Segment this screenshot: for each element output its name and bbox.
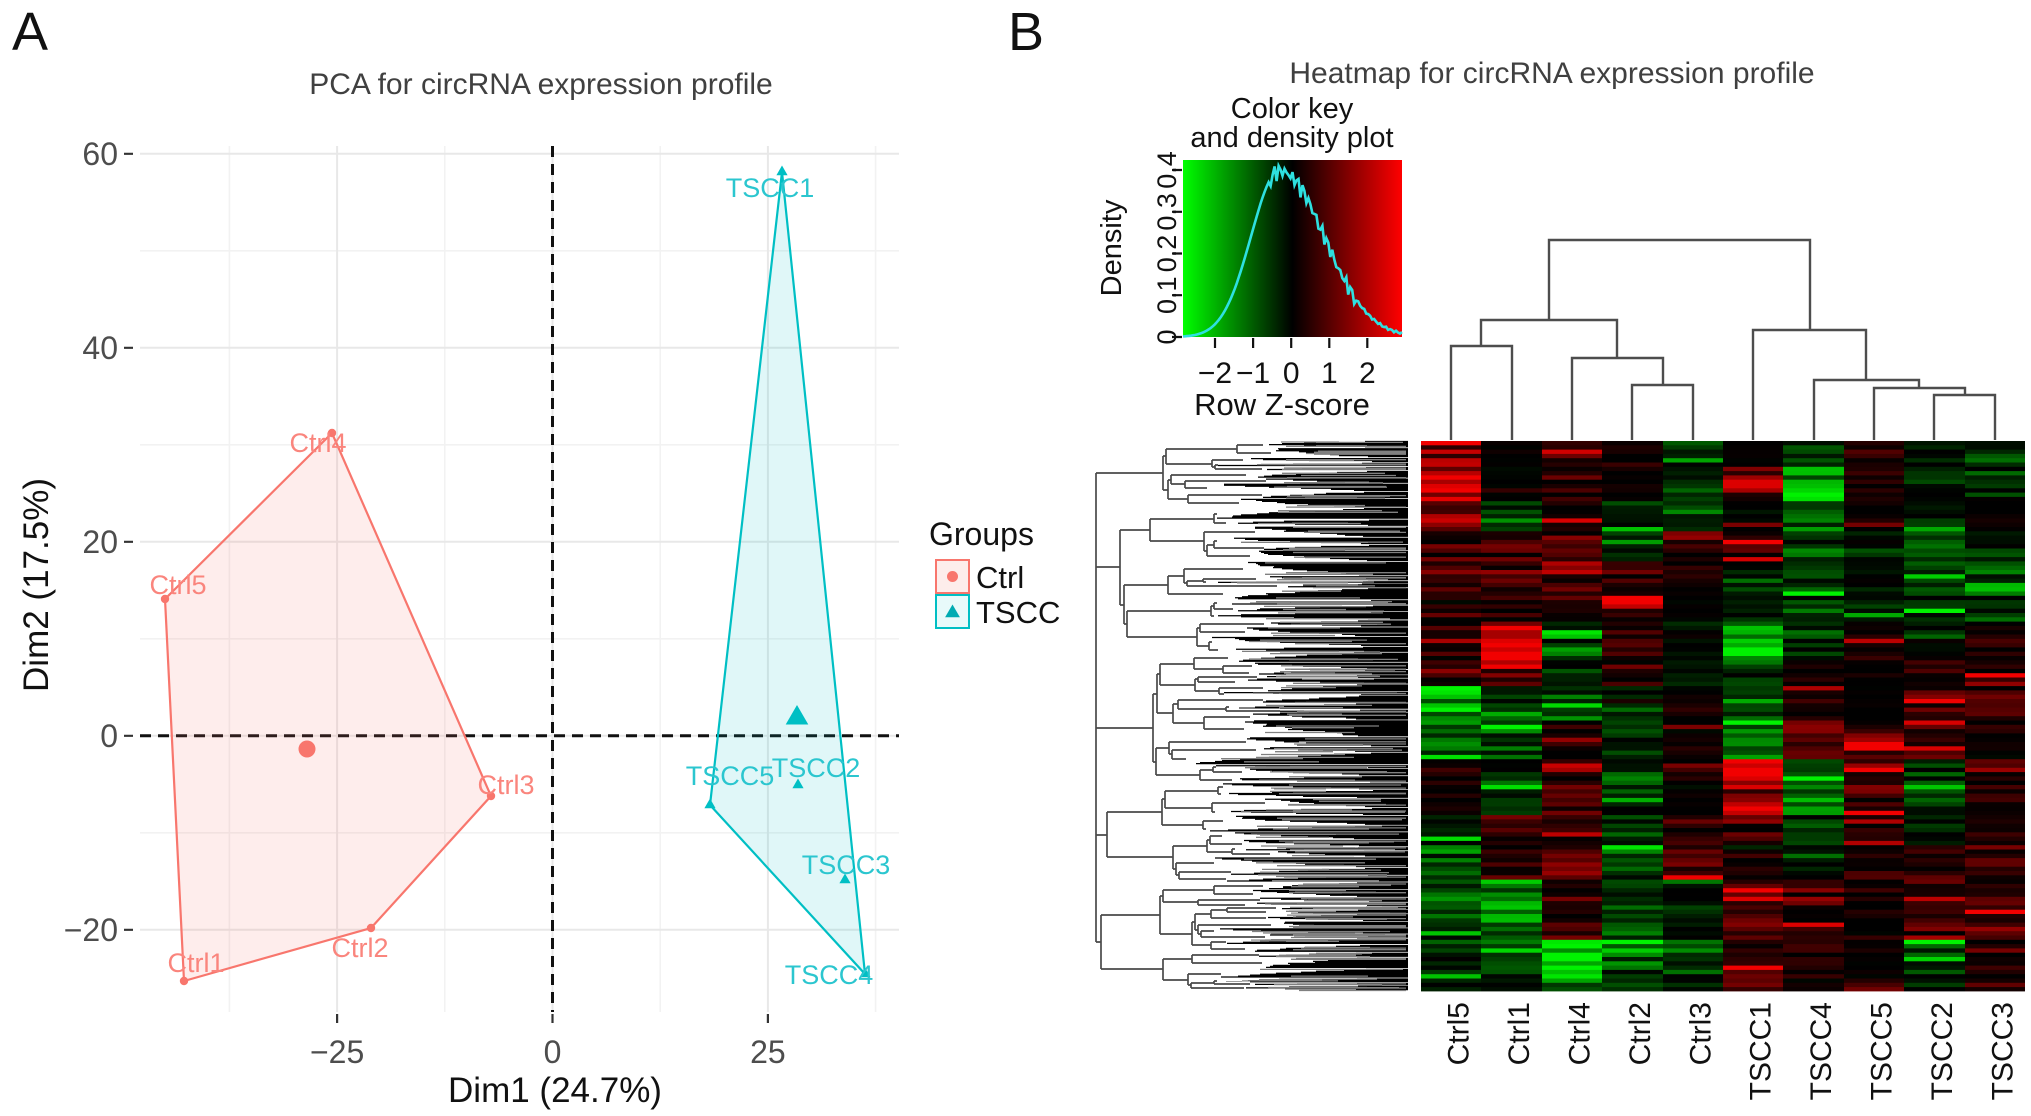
svg-text:1: 1 [1321, 357, 1338, 390]
svg-text:Row Z-score: Row Z-score [1194, 387, 1370, 422]
svg-text:Ctrl2: Ctrl2 [1624, 1002, 1657, 1065]
svg-text:Ctrl3: Ctrl3 [1684, 1002, 1717, 1065]
svg-text:−20: −20 [64, 912, 118, 948]
svg-text:0: 0 [544, 1034, 562, 1070]
svg-text:2: 2 [1359, 357, 1376, 390]
svg-text:Ctrl1: Ctrl1 [167, 948, 224, 978]
svg-text:60: 60 [82, 136, 118, 172]
svg-text:0.3: 0.3 [1152, 193, 1182, 231]
svg-text:Ctrl4: Ctrl4 [1564, 1002, 1597, 1065]
svg-text:Density: Density [1096, 199, 1128, 296]
svg-text:Ctrl5: Ctrl5 [1443, 1002, 1476, 1065]
svg-text:−2: −2 [1198, 357, 1232, 390]
svg-text:Dim2 (17.5%): Dim2 (17.5%) [17, 478, 56, 692]
svg-text:0: 0 [100, 718, 118, 754]
svg-text:0.4: 0.4 [1152, 151, 1182, 189]
svg-text:TSCC1: TSCC1 [1745, 1002, 1778, 1100]
svg-text:0: 0 [1283, 357, 1300, 390]
svg-text:Color key: Color key [1231, 93, 1354, 125]
svg-text:Ctrl2: Ctrl2 [331, 933, 388, 963]
svg-text:A: A [12, 2, 48, 62]
svg-text:and density plot: and density plot [1190, 122, 1393, 154]
svg-text:B: B [1008, 2, 1044, 62]
svg-text:Dim1 (24.7%): Dim1 (24.7%) [448, 1071, 662, 1110]
svg-text:TSCC2: TSCC2 [1926, 1002, 1959, 1100]
svg-text:0.2: 0.2 [1152, 235, 1182, 273]
svg-text:−25: −25 [310, 1034, 364, 1070]
svg-text:Ctrl5: Ctrl5 [149, 570, 206, 600]
svg-text:25: 25 [750, 1034, 786, 1070]
svg-text:Ctrl1: Ctrl1 [1503, 1002, 1536, 1065]
svg-text:Ctrl4: Ctrl4 [289, 428, 346, 458]
svg-text:Heatmap for circRNA expression: Heatmap for circRNA expression profile [1289, 57, 1814, 90]
svg-text:TSCC3: TSCC3 [1986, 1002, 2019, 1100]
svg-text:TSCC5: TSCC5 [686, 761, 775, 791]
svg-text:TSCC: TSCC [976, 595, 1060, 630]
svg-text:TSCC4: TSCC4 [785, 960, 874, 990]
svg-text:40: 40 [82, 330, 118, 366]
svg-text:TSCC2: TSCC2 [772, 753, 861, 783]
svg-text:TSCC5: TSCC5 [1866, 1002, 1899, 1100]
svg-text:Groups: Groups [929, 516, 1034, 552]
svg-text:Ctrl3: Ctrl3 [477, 770, 534, 800]
svg-text:20: 20 [82, 524, 118, 560]
svg-text:0: 0 [1152, 329, 1182, 344]
svg-text:Ctrl: Ctrl [976, 560, 1024, 595]
svg-text:TSCC4: TSCC4 [1805, 1002, 1838, 1100]
svg-text:TSCC3: TSCC3 [802, 850, 891, 880]
svg-text:−1: −1 [1236, 357, 1270, 390]
svg-text:TSCC1: TSCC1 [726, 173, 815, 203]
svg-text:PCA for circRNA expression pro: PCA for circRNA expression profile [309, 68, 773, 101]
svg-text:0.1: 0.1 [1152, 276, 1182, 314]
